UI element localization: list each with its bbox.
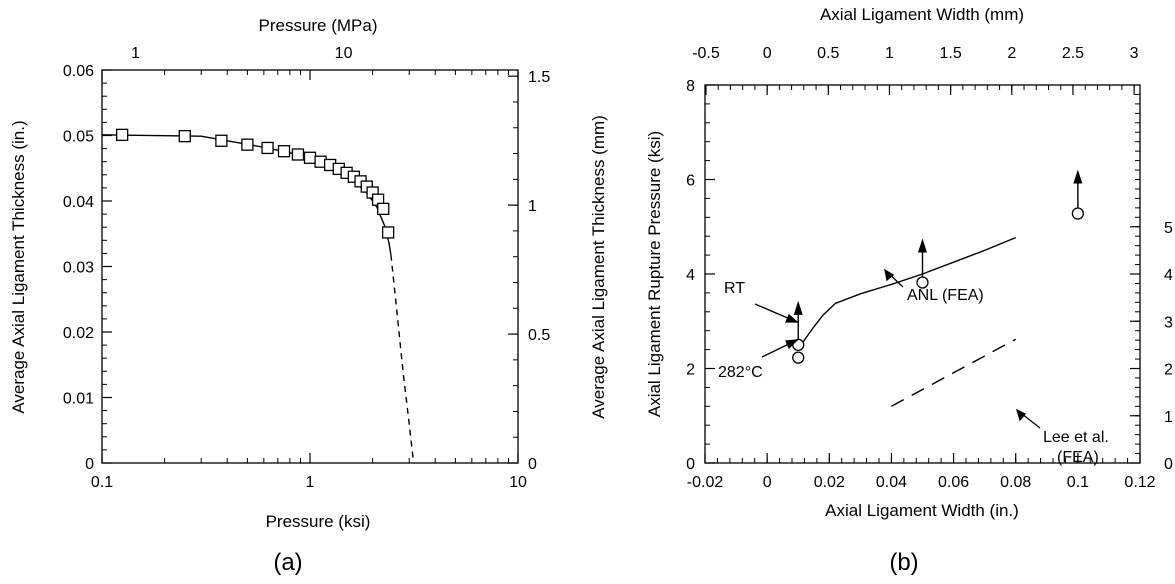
x-tick-label: 0.04 (876, 474, 907, 491)
lower-bound-arrow-head (918, 238, 927, 253)
annotation-anl-fea: ANL (FEA) (907, 287, 984, 304)
annotation-arrows-b (754, 268, 1041, 429)
x-tick-label: 0.02 (814, 474, 845, 491)
y2-axis-title-a: Average Axial Ligament Thickness (mm) (589, 115, 608, 419)
annotation-rt: RT (724, 280, 745, 297)
marks-a (101, 128, 415, 464)
x-tick-label: 1 (306, 474, 315, 491)
y2-tick-label: 1 (1164, 409, 1173, 426)
y-tick-label: 0.02 (63, 325, 94, 342)
x-axis-title-b: Axial Ligament Width (in.) (825, 501, 1019, 520)
y-axis-title-a: Average Axial Ligament Thickness (in.) (9, 120, 28, 413)
x2-tick-label: 2.5 (1062, 45, 1084, 62)
series-line-dashed (390, 254, 415, 464)
y-axis-title-b: Axial Ligament Rupture Pressure (ksi) (645, 131, 664, 417)
x-tick-label: 0.1 (91, 474, 113, 491)
panel-label-a: (a) (273, 549, 302, 576)
x-tick-label: 0.06 (938, 474, 969, 491)
x2-tick-label: 1 (131, 45, 140, 62)
annotation-lee-et-al: Lee et al. (1043, 429, 1109, 446)
data-point-square (291, 148, 305, 161)
data-point-square (377, 202, 390, 216)
chart-panel-b: -0.02 0 0.02 0.04 0.06 0.08 0.1 0.12-0.5 0 0.5 1 1.… (645, 5, 1173, 576)
y2-tick-label: 0 (528, 456, 537, 473)
series-line-anl-fea (796, 236, 1016, 350)
y-tick-label: 8 (686, 78, 695, 95)
series-line-solid (101, 134, 392, 255)
y-tick-label: 0.06 (63, 63, 94, 80)
y-tick-label: 2 (686, 362, 695, 379)
x2-tick-label: -0.5 (692, 45, 720, 62)
x-tick-label: 0.08 (1000, 474, 1031, 491)
chart-panel-a: 0.1 1 101 1000.010.020.030.040.050.0600.511… (9, 16, 608, 576)
y-tick-label: 4 (686, 267, 695, 284)
lower-bound-arrow-head (793, 300, 803, 315)
x2-axis-title-a: Pressure (MPa) (258, 16, 377, 35)
y-tick-label: 6 (686, 173, 695, 190)
data-point-square (241, 138, 254, 151)
data-point-square (277, 145, 291, 158)
x2-tick-label: 3 (1130, 45, 1139, 62)
y2-tick-label: 5 (1164, 220, 1173, 237)
data-point-square (116, 128, 129, 141)
y-tick-label: 0.01 (63, 391, 94, 408)
data-point-circle (1071, 207, 1085, 220)
x-tick-label: 0.1 (1067, 474, 1089, 491)
x2-tick-label: 2 (1007, 45, 1016, 62)
ticks-a: 0.1 1 101 1000.010.020.030.040.050.0600.511… (63, 45, 550, 491)
annotation-282c: 282°C (718, 364, 763, 381)
y2-tick-label: 3 (1164, 314, 1173, 331)
x-tick-label: 0.12 (1124, 474, 1155, 491)
y2-tick-label: 0.5 (528, 327, 550, 344)
data-point-square (381, 226, 395, 239)
lower-bound-arrow-head (1073, 169, 1083, 184)
x2-tick-label: 0 (763, 45, 772, 62)
series-line-lee-fea (891, 338, 1017, 407)
plot-frame-a (101, 69, 519, 464)
y2-tick-label: 1.5 (528, 69, 550, 86)
y2-tick-label: 2 (1164, 362, 1173, 379)
x2-tick-label: 10 (335, 45, 353, 62)
y-tick-label: 0 (686, 456, 695, 473)
x2-tick-label: 1.5 (940, 45, 962, 62)
y2-tick-label: 0 (1164, 456, 1173, 473)
panel-label-b: (b) (889, 549, 918, 576)
x-axis-title-a: Pressure (ksi) (266, 512, 371, 531)
x-tick-label: 0 (763, 474, 772, 491)
marks-b (792, 169, 1085, 407)
data-point-square (303, 151, 317, 164)
y-tick-label: 0.03 (63, 260, 94, 277)
y-tick-label: 0.05 (63, 129, 94, 146)
x-tick-label: -0.02 (687, 474, 724, 491)
data-point-square (261, 141, 274, 155)
annotation-lee-fea: (FEA) (1057, 449, 1099, 466)
data-point-circle (916, 276, 929, 289)
x2-axis-title-b: Axial Ligament Width (mm) (820, 5, 1024, 24)
data-point-circle (792, 351, 805, 364)
x2-tick-label: 0.5 (817, 45, 839, 62)
data-point-square (178, 130, 191, 143)
y-tick-label: 0.04 (63, 194, 94, 211)
y2-tick-label: 1 (528, 198, 537, 215)
y-tick-label: 0 (85, 456, 94, 473)
data-point-square (215, 134, 228, 147)
x-tick-label: 10 (509, 474, 527, 491)
x2-tick-label: 1 (885, 45, 894, 62)
y2-tick-label: 4 (1164, 267, 1173, 284)
ticks-b: -0.02 0 0.02 0.04 0.06 0.08 0.1 0.12-0.5 0 0.5 1 1.… (686, 45, 1173, 491)
